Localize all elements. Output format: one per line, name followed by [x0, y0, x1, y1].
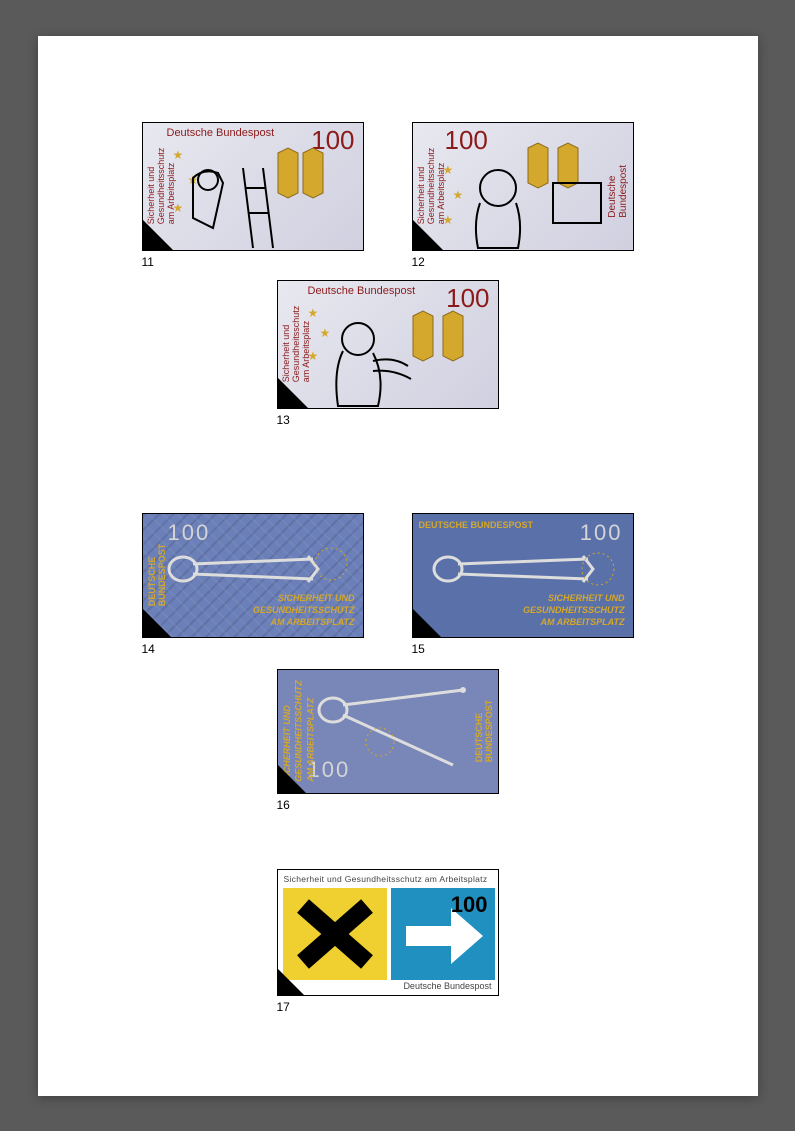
stamp-13-group: Deutsche Bundespost 100 Sicherheit und G…	[277, 280, 499, 427]
stamp-15-group: DEUTSCHE BUNDESPOST 100 SICHERHEIT UND G…	[412, 513, 634, 656]
stamp-17-issuer: Deutsche Bundespost	[403, 981, 491, 991]
catalog-page: Deutsche Bundespost 100 Sicherheit und G…	[38, 36, 758, 1096]
stamp-16-label: 16	[277, 798, 499, 812]
star-icon: ★	[443, 213, 454, 227]
stamp-12-group: Deutsche Bundespost 100 Sicherheit und G…	[412, 122, 634, 269]
stamp-16: DEUTSCHE BUNDESPOST 100 SICHERHEIT UND G…	[277, 669, 499, 794]
stamp-16-group: DEUTSCHE BUNDESPOST 100 SICHERHEIT UND G…	[277, 669, 499, 812]
safety-pin-icon	[163, 544, 323, 594]
stamp-15-issuer: DEUTSCHE BUNDESPOST	[419, 520, 534, 530]
star-icon: ★	[173, 148, 184, 162]
star-icon: ★	[308, 306, 319, 320]
stamp-17-label: 17	[277, 1000, 499, 1014]
stamp-12-value: 100	[445, 125, 488, 156]
stamp-14-group: DEUTSCHE BUNDESPOST 100 SICHERHEIT UND G…	[142, 513, 364, 656]
star-icon: ★	[308, 349, 319, 363]
eu-emblem-icon	[578, 549, 618, 589]
worker-lifting-icon	[323, 321, 443, 409]
x-cross-icon	[283, 888, 387, 980]
stamp-17-value: 100	[451, 892, 488, 918]
stamp-15: DEUTSCHE BUNDESPOST 100 SICHERHEIT UND G…	[412, 513, 634, 638]
star-icon: ★	[453, 188, 464, 202]
stamp-13-issuer: Deutsche Bundespost	[308, 285, 416, 297]
eu-emblem-icon	[311, 544, 351, 584]
stamp-14-label: 14	[142, 642, 364, 656]
corner-marker	[413, 609, 441, 637]
corner-marker	[143, 220, 173, 250]
corner-marker	[278, 969, 304, 995]
corner-marker	[278, 765, 306, 793]
corner-marker	[278, 378, 308, 408]
safety-pin-icon	[428, 544, 598, 594]
worker-ladder-icon	[183, 168, 283, 251]
stamp-14-desc: SICHERHEIT UND GESUNDHEITSSCHUTZ AM ARBE…	[253, 593, 355, 628]
stamp-17-group: Sicherheit und Gesundheitsschutz am Arbe…	[277, 869, 499, 1014]
corner-marker	[413, 220, 443, 250]
stamp-17: Sicherheit und Gesundheitsschutz am Arbe…	[277, 869, 499, 996]
stamp-12-issuer: Deutsche Bundespost	[607, 154, 629, 218]
stamp-12: Deutsche Bundespost 100 Sicherheit und G…	[412, 122, 634, 251]
corner-marker	[143, 609, 171, 637]
stamp-13: Deutsche Bundespost 100 Sicherheit und G…	[277, 280, 499, 409]
stamp-12-label: 12	[412, 255, 634, 269]
stamp-14: DEUTSCHE BUNDESPOST 100 SICHERHEIT UND G…	[142, 513, 364, 638]
eu-emblem-icon	[363, 725, 398, 760]
star-icon: ★	[443, 163, 454, 177]
yellow-panel	[283, 888, 387, 980]
stamp-11-label: 11	[142, 255, 364, 269]
stamp-16-issuer: DEUTSCHE BUNDESPOST	[474, 700, 494, 763]
worker-monitor-icon	[468, 168, 608, 251]
stamp-13-label: 13	[277, 413, 499, 427]
stamp-15-value: 100	[580, 520, 623, 546]
stamp-15-desc: SICHERHEIT UND GESUNDHEITSSCHUTZ AM ARBE…	[523, 593, 625, 628]
stamp-11: Deutsche Bundespost 100 Sicherheit und G…	[142, 122, 364, 251]
stamp-15-label: 15	[412, 642, 634, 656]
stamp-14-value: 100	[168, 520, 211, 546]
stamp-11-group: Deutsche Bundespost 100 Sicherheit und G…	[142, 122, 364, 269]
stamp-11-issuer: Deutsche Bundespost	[167, 127, 275, 139]
stamp-17-title: Sicherheit und Gesundheitsschutz am Arbe…	[284, 874, 488, 884]
